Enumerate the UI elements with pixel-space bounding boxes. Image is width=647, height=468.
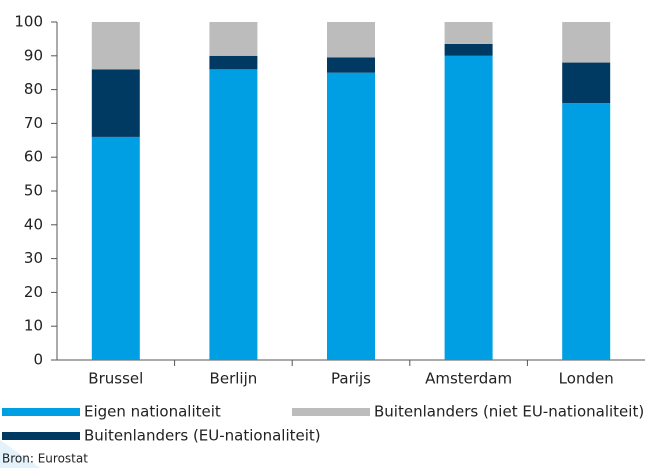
x-tick-label: Londen	[559, 370, 614, 388]
y-tick-label: 40	[24, 215, 43, 233]
y-tick-label: 0	[33, 351, 43, 369]
bar-segment	[562, 103, 611, 361]
bar-segment	[209, 69, 258, 360]
bar-segment	[91, 22, 140, 70]
y-tick-label: 50	[24, 182, 43, 200]
legend-label: Buitenlanders (niet EU-nationaliteit)	[374, 403, 644, 421]
y-tick-label: 90	[24, 46, 43, 64]
bar-segment	[444, 43, 493, 56]
legend-swatch	[292, 408, 370, 416]
bar-segment	[209, 22, 258, 56]
bar-segment	[444, 55, 493, 361]
legend-label: Eigen nationaliteit	[84, 403, 221, 421]
bar-segment	[327, 57, 375, 73]
source: Bron: Eurostat	[2, 452, 88, 466]
y-tick-label: 60	[24, 148, 43, 166]
bar-segment	[327, 22, 375, 58]
x-tick-label: Brussel	[88, 370, 143, 388]
y-tick-label: 70	[24, 114, 43, 132]
y-tick-label: 100	[14, 13, 43, 31]
x-tick-label: Berlijn	[210, 370, 258, 388]
bar-segment	[209, 55, 258, 70]
bar-segment	[562, 62, 611, 104]
x-tick-label: Parijs	[331, 370, 371, 388]
bar-segment	[444, 22, 493, 44]
bar-segment	[327, 72, 375, 360]
decoration	[0, 440, 40, 468]
legend-swatch	[2, 408, 80, 416]
bar-segment	[562, 22, 611, 63]
legend-swatch	[2, 432, 80, 440]
x-tick-label: Amsterdam	[425, 370, 512, 388]
y-tick-label: 80	[24, 80, 43, 98]
bar-segment	[91, 136, 140, 360]
legend-label: Buitenlanders (EU-nationaliteit)	[84, 427, 321, 445]
y-tick-label: 20	[24, 283, 43, 301]
y-tick-label: 30	[24, 249, 43, 267]
bar-segment	[91, 69, 140, 137]
y-tick-label: 10	[24, 317, 43, 335]
